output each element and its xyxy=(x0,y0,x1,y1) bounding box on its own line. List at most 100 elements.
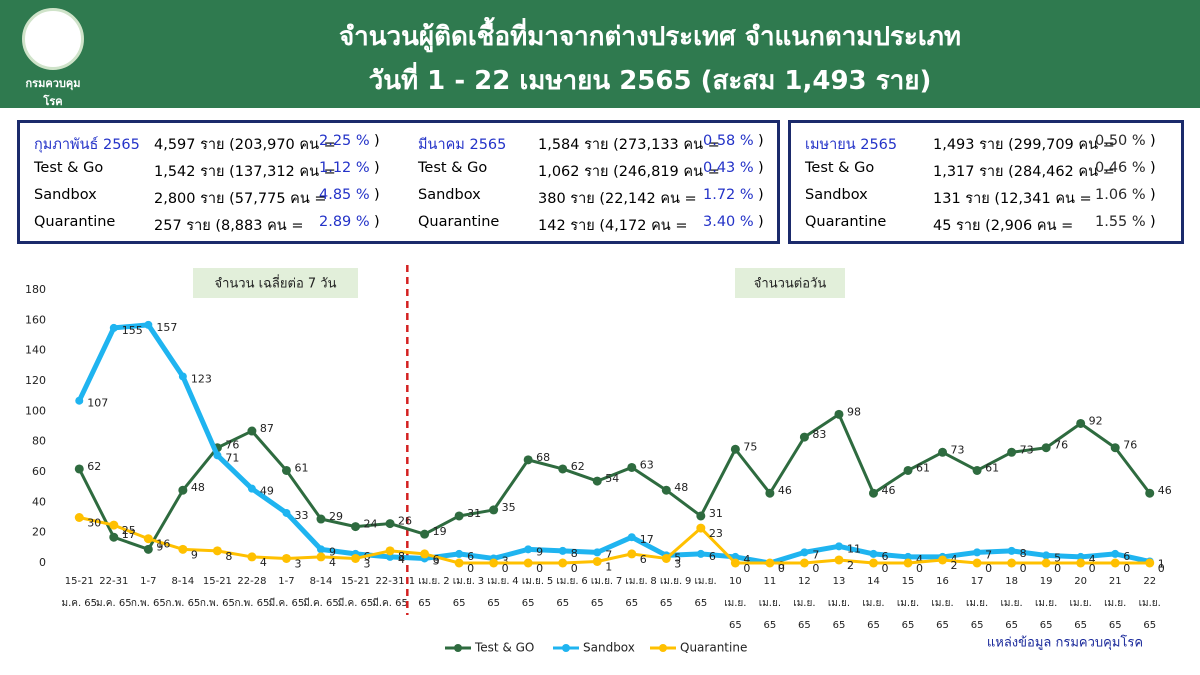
row-close: ) xyxy=(758,187,764,203)
point xyxy=(1145,488,1155,498)
data-label: 92 xyxy=(1089,414,1103,427)
data-label: 3 xyxy=(502,554,509,567)
point xyxy=(834,555,844,565)
info-row: กุมภาพันธ์ 2565 4,597 ราย (203,970 คน = 2.… xyxy=(34,133,384,160)
x-tick-label: 22-28 xyxy=(237,576,266,587)
point xyxy=(765,488,775,498)
row-close: ) xyxy=(374,160,380,176)
x-tick-label: ก.พ. 65 xyxy=(200,598,235,609)
data-label: 155 xyxy=(122,324,143,337)
data-label: 33 xyxy=(294,509,308,522)
point xyxy=(386,552,395,561)
row-label: Test & Go xyxy=(805,160,875,176)
x-tick-label: 65 xyxy=(453,598,466,609)
point xyxy=(1110,443,1120,453)
data-label: 9 xyxy=(536,545,543,558)
data-label: 87 xyxy=(260,422,274,435)
data-label: 23 xyxy=(709,527,723,540)
y-tick-label: 160 xyxy=(25,313,46,326)
row-label: Quarantine xyxy=(34,214,116,230)
info-row: มีนาคม 2565 1,584 ราย (273,133 คน = 0.58 %… xyxy=(418,133,768,160)
legend-label: Quarantine xyxy=(680,641,747,655)
row-text: 1,062 ราย (246,819 คน = xyxy=(538,164,720,180)
data-label: 9 xyxy=(156,540,163,553)
data-label: 3 xyxy=(674,557,681,570)
data-label: 8 xyxy=(1020,547,1027,560)
data-label: 46 xyxy=(1158,484,1172,497)
logo: กรมควบคุมโรค Department of Disease Contr… xyxy=(18,8,88,122)
row-close: ) xyxy=(374,133,380,149)
point xyxy=(1041,558,1051,568)
data-label: 8 xyxy=(225,550,232,563)
data-label: 6 xyxy=(364,550,371,563)
x-tick-label: เม.ย. xyxy=(1000,598,1022,609)
point xyxy=(385,519,395,529)
point xyxy=(109,532,119,542)
x-tick-label: 65 xyxy=(1005,620,1018,631)
point xyxy=(1145,558,1155,568)
x-tick-label: เม.ย. xyxy=(862,598,884,609)
legend-label: Test & GO xyxy=(474,641,534,655)
point xyxy=(316,514,326,524)
point xyxy=(1111,549,1120,558)
point xyxy=(592,556,602,566)
row-close: ) xyxy=(1150,133,1156,149)
point xyxy=(74,464,84,474)
row-pct: 1.55 % xyxy=(1095,214,1146,230)
x-tick-label: เม.ย. xyxy=(1070,598,1092,609)
point xyxy=(558,464,568,474)
point xyxy=(454,558,464,568)
x-tick-label: 65 xyxy=(764,620,777,631)
data-label: 76 xyxy=(1123,439,1137,452)
point xyxy=(212,443,222,453)
point xyxy=(765,558,775,568)
point xyxy=(938,447,948,457)
x-tick-label: ก.พ. 65 xyxy=(234,598,269,609)
x-tick-label: 65 xyxy=(556,598,569,609)
data-label: 17 xyxy=(640,533,654,546)
data-label: 0 xyxy=(536,562,543,575)
point xyxy=(247,552,257,562)
point xyxy=(730,558,740,568)
point xyxy=(834,409,844,419)
data-label: 7 xyxy=(812,548,819,561)
point xyxy=(213,451,222,460)
row-text: 45 ราย (2,906 คน = xyxy=(933,218,1074,234)
data-label: 4 xyxy=(916,553,923,566)
row-text: 4,597 ราย (203,970 คน = xyxy=(154,137,336,153)
legend-label: Sandbox xyxy=(583,641,635,655)
data-label: 4 xyxy=(743,553,750,566)
data-label: 0 xyxy=(1123,562,1130,575)
data-label: 48 xyxy=(674,481,688,494)
point xyxy=(178,544,188,554)
info-box: กุมภาพันธ์ 2565 4,597 ราย (203,970 คน = 2.… xyxy=(17,120,780,244)
row-text: 142 ราย (4,172 คน = xyxy=(538,218,688,234)
data-label: 2 xyxy=(951,559,958,572)
data-label: 7 xyxy=(985,548,992,561)
point xyxy=(799,558,809,568)
y-tick-label: 120 xyxy=(25,374,46,387)
data-label: 0 xyxy=(916,562,923,575)
point xyxy=(868,558,878,568)
point xyxy=(1007,447,1017,457)
x-tick-label: 11 xyxy=(764,576,777,587)
data-label: 30 xyxy=(87,517,101,530)
data-label: 5 xyxy=(674,551,681,564)
point xyxy=(938,555,948,565)
annotation: จำนวนต่อวัน xyxy=(754,277,827,292)
x-tick-label: เม.ย. xyxy=(724,598,746,609)
data-label: 2 xyxy=(847,559,854,572)
x-tick-label: มี.ค. 65 xyxy=(372,597,408,609)
data-label: 6 xyxy=(640,553,647,566)
x-tick-label: เม.ย. xyxy=(828,598,850,609)
point xyxy=(351,549,360,558)
x-tick-label: เม.ย. xyxy=(1035,598,1057,609)
x-tick-label: 1-7 xyxy=(140,576,156,587)
data-label: 9 xyxy=(191,548,198,561)
row-label: กุมภาพันธ์ 2565 xyxy=(34,137,140,153)
point xyxy=(247,426,257,436)
row-label: Quarantine xyxy=(805,214,887,230)
point xyxy=(523,558,533,568)
point xyxy=(1042,551,1051,560)
